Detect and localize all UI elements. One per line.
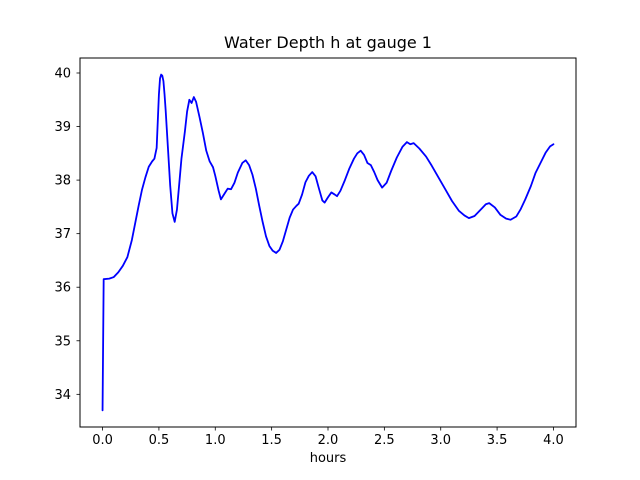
tick-labels-layer: 0.0 0.5 1.0 1.5 2.0 2.5 3.0 3.5 4.0 34 35 36 37 38 39 4… — [54, 66, 563, 448]
y-tick-label: 36 — [54, 281, 71, 296]
ticks-layer — [76, 72, 554, 431]
y-tick-label: 37 — [54, 227, 71, 242]
series-layer — [101, 73, 555, 412]
x-tick-label: 2.5 — [374, 433, 395, 448]
y-tick-label: 34 — [54, 388, 71, 403]
y-tick-label: 39 — [54, 120, 71, 135]
chart-title: Water Depth h at gauge 1 — [224, 33, 432, 52]
x-tick-label: 2.0 — [318, 433, 339, 448]
y-tick-label: 38 — [54, 174, 71, 189]
x-tick-label: 4.0 — [543, 433, 564, 448]
y-tick-label: 35 — [54, 334, 71, 349]
x-tick-label: 0.5 — [149, 433, 170, 448]
x-tick-label: 1.0 — [205, 433, 226, 448]
axes-box — [79, 57, 577, 428]
x-tick-label: 1.5 — [261, 433, 282, 448]
x-axis-label: hours — [310, 451, 347, 466]
x-tick-label: 3.5 — [487, 433, 508, 448]
x-tick-label: 3.0 — [430, 433, 451, 448]
x-tick-label: 0.0 — [92, 433, 113, 448]
data-line-water-depth-h-gauge-1 — [101, 73, 555, 412]
y-tick-label: 40 — [54, 66, 71, 81]
